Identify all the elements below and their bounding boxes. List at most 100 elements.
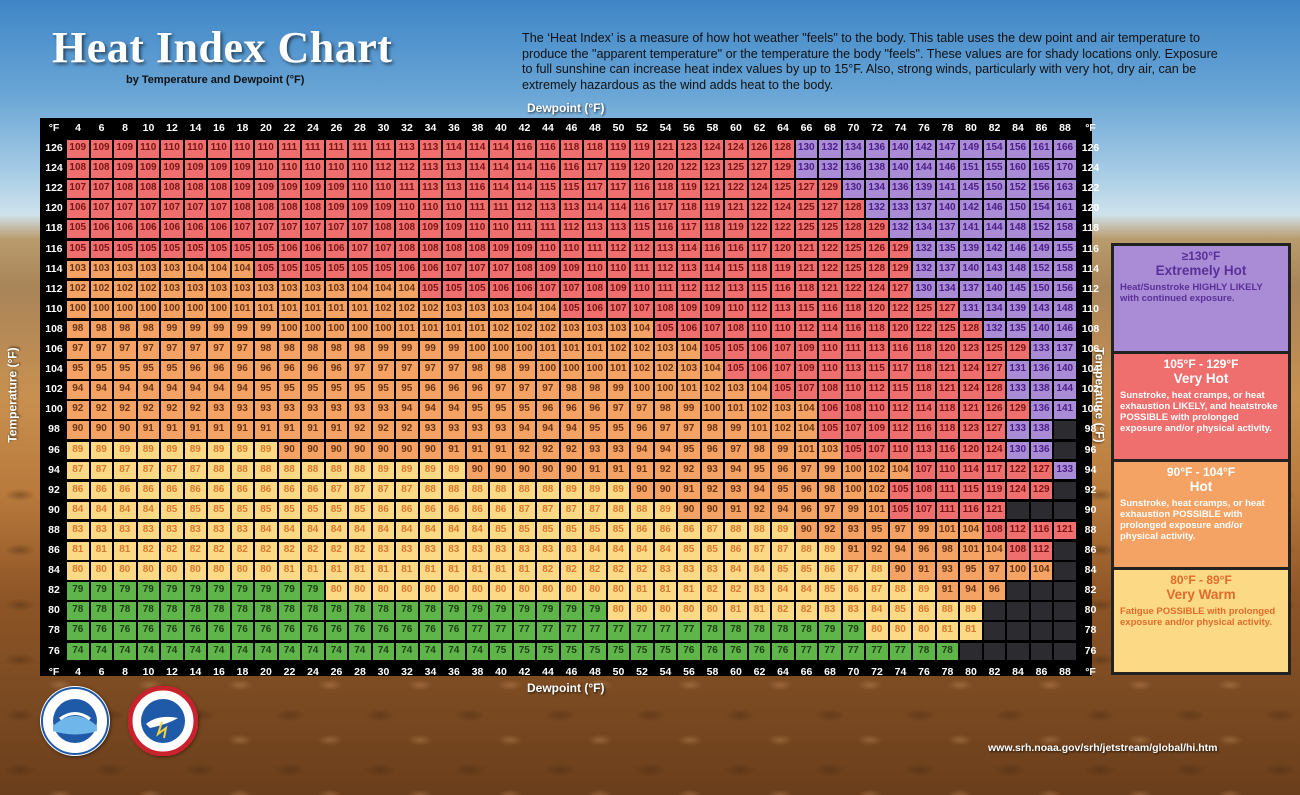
dewpoint-tick-top: 50 [612,122,625,134]
heat-index-cell: 83 [396,542,418,560]
heat-index-cell: 92 [654,461,676,480]
dewpoint-tick-bottom: 72 [871,665,883,678]
heat-index-cell: 89 [161,441,183,460]
heat-index-cell: 118 [701,220,723,238]
heat-index-cell: 111 [513,220,535,238]
heat-index-cell: 74 [466,642,488,661]
heat-index-cell: 109 [325,200,347,218]
legend-name: Hot [1189,479,1213,494]
dewpoint-tick-top: 86 [1035,122,1048,134]
heat-index-cell: 80 [67,562,89,580]
heat-index-cell: 79 [513,602,535,620]
temperature-tick-right: 84 [1084,564,1097,577]
heat-index-cell: 124 [960,361,982,379]
heat-index-cell: 76 [67,622,89,640]
heat-index-cell: 127 [936,300,958,319]
heat-index-cell: 80 [396,582,418,600]
heat-index-cell: 97 [137,341,159,359]
heat-index-cell: 155 [1054,240,1076,259]
heat-index-cell: 118 [584,140,606,158]
heat-index-cell: 114 [960,461,982,480]
heat-index-cell: 117 [678,220,700,238]
heat-index-cell: 94 [889,542,911,560]
heat-index-cell: 87 [842,562,864,580]
heat-index-cell: 74 [184,642,206,661]
heat-index-cell: 80 [184,562,206,580]
heat-index-cell: 82 [607,562,629,580]
heat-index-cell: 117 [584,160,606,178]
temperature-tick-left: 110 [45,302,63,315]
heat-index-cell: 108 [208,180,230,198]
heat-index-cell: 100 [349,320,371,339]
heat-index-cell: 106 [513,280,535,299]
heat-index-cell: 101 [419,320,441,339]
heat-index-cell: 83 [372,542,394,560]
heat-index-cell: 137 [936,260,958,279]
heat-index-cell: 84 [795,582,817,600]
heat-index-cell: 74 [255,642,277,661]
heat-index-cell: 102 [866,461,888,480]
heat-index-cell: 90 [795,521,817,540]
dewpoint-tick-top: 44 [542,122,554,134]
dewpoint-tick-bottom: 70 [847,665,860,678]
heat-index-cell: 118 [748,260,770,279]
heat-index-cell: 117 [584,180,606,198]
heat-index-cell: 110 [443,200,465,218]
heat-index-cell: 116 [631,200,653,218]
dewpoint-tick-top: 74 [894,122,907,134]
heat-index-cell: 118 [842,300,864,319]
heat-index-cell: 140 [889,160,911,178]
heat-index-cell: 80 [607,582,629,600]
heat-index-cell: 146 [936,160,958,178]
heat-index-cell: 115 [748,280,770,299]
heat-index-cell: 101 [678,381,700,399]
heat-index-cell: 113 [913,441,935,460]
heat-index-cell: 91 [842,542,864,560]
heat-index-cell: 83 [678,562,700,580]
heat-index-cell: 120 [936,341,958,359]
heat-index-cell: 87 [137,461,159,480]
heat-index-cell: 137 [936,220,958,238]
heat-index-cell: 99 [396,341,418,359]
temperature-tick-right: 110 [1082,302,1099,315]
heat-index-cell: 97 [443,361,465,379]
heat-index-cell: 97 [419,361,441,379]
heat-index-cell: 125 [842,260,864,279]
heat-index-cell: 102 [137,280,159,299]
heat-index-cell: 82 [537,562,559,580]
heat-index-cell: 106 [302,240,324,259]
heat-index-cell: 130 [795,160,817,178]
heat-index-cell: 114 [490,180,512,198]
temperature-tick-right: 78 [1084,624,1097,637]
heat-index-cell: 116 [537,140,559,158]
heat-index-cell: 97 [889,521,911,540]
heat-index-cell: 121 [795,240,817,259]
heat-index-cell: 97 [184,341,206,359]
heat-index-cell: 85 [678,542,700,560]
heat-index-cell: 116 [560,160,582,178]
heat-index-cell: 110 [631,280,653,299]
heat-index-cell: 105 [67,220,89,238]
dewpoint-tick-top: 46 [565,122,578,134]
heat-index-cell: 77 [490,622,512,640]
heat-index-cell: 96 [772,461,794,480]
legend-text: Sunstroke, heat cramps, or heat exhausti… [1120,498,1265,542]
heat-index-cell: 128 [983,381,1005,399]
temperature-tick-right: 82 [1084,584,1097,597]
heat-index-cell: 93 [278,401,300,419]
heat-index-cell: 102 [513,320,535,339]
heat-index-cell: 119 [725,220,747,238]
heat-index-cell: 111 [584,240,606,259]
dewpoint-tick-bottom: 36 [448,665,460,678]
heat-index-cell: 99 [607,381,629,399]
heat-index-cell: 80 [137,562,159,580]
heat-index-cell: 130 [842,180,864,198]
dewpoint-tick-top: 84 [1012,122,1024,134]
heat-index-cell: 107 [772,361,794,379]
heat-index-cell: 107 [184,200,206,218]
heat-index-cell: 116 [466,180,488,198]
heat-index-cell [1054,562,1076,580]
heat-index-cell: 107 [443,260,465,279]
heat-index-cell: 110 [772,320,794,339]
heat-index-cell: 97 [607,401,629,419]
